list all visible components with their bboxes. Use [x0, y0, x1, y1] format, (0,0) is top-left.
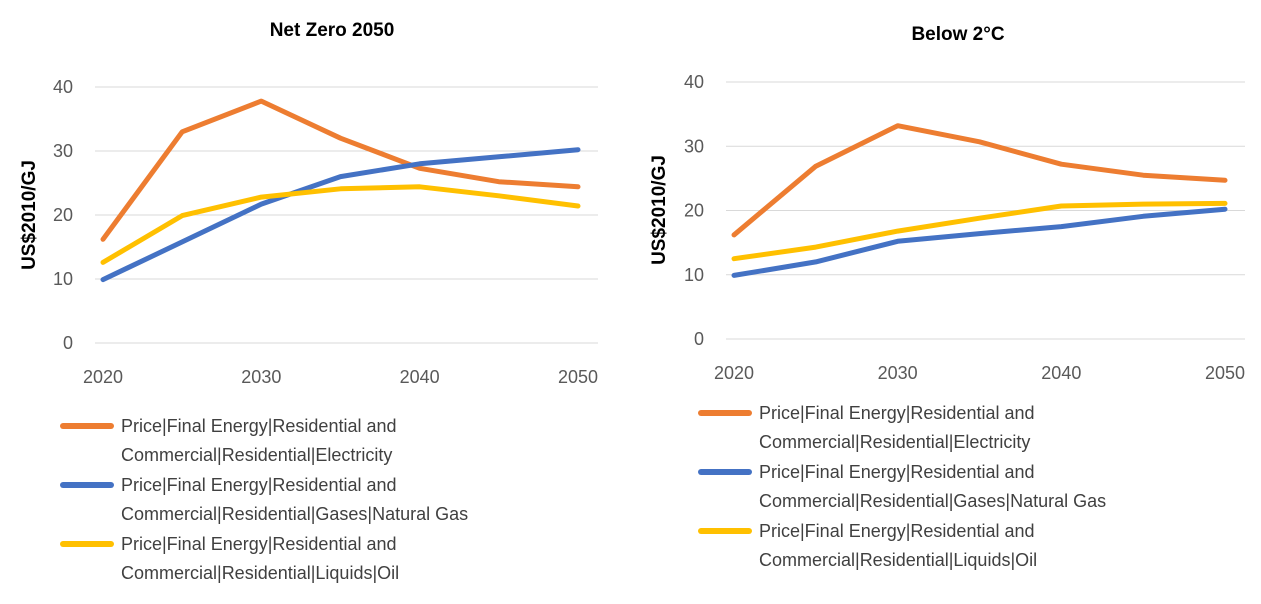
legend-label: Price|Final Energy|Residential and: [121, 475, 397, 495]
legend-swatch: [698, 410, 752, 416]
y-tick-label: 30: [684, 136, 704, 156]
series-line-2: [731, 200, 1228, 262]
legend-label: Commercial|Residential|Liquids|Oil: [121, 563, 400, 583]
legend-swatch: [60, 541, 114, 547]
legend-label: Commercial|Residential|Gases|Natural Gas: [759, 491, 1107, 511]
legend-label: Commercial|Residential|Gases|Natural Gas: [121, 504, 469, 524]
legend-label: Commercial|Residential|Liquids|Oil: [759, 550, 1038, 570]
legend-swatch: [698, 469, 752, 475]
legend-label: Commercial|Residential|Electricity: [759, 432, 1031, 452]
legend-swatch: [698, 528, 752, 534]
legend-label: Price|Final Energy|Residential and: [759, 403, 1035, 423]
x-tick-label: 2020: [714, 363, 754, 383]
series-line-2: [100, 184, 581, 265]
legend-label: Price|Final Energy|Residential and: [759, 462, 1035, 482]
chart-net-zero-2050: Net Zero 2050 0 10 20 30 40 2020 2030 2040 2050 US…: [0, 0, 630, 604]
chart-title: Net Zero 2050: [270, 20, 395, 41]
x-tick-label: 2050: [558, 367, 598, 387]
y-tick-label: 10: [53, 269, 73, 289]
y-tick-label: 40: [684, 72, 704, 92]
x-tick-label: 2050: [1205, 363, 1245, 383]
legend-swatch: [60, 482, 114, 488]
y-tick-label: 0: [694, 329, 704, 349]
y-tick-label: 0: [63, 333, 73, 353]
chart-below-2c: Below 2°C 0 10 20 30 40 2020 2030 2040 2050 US$201…: [630, 0, 1261, 604]
x-tick-label: 2040: [400, 367, 440, 387]
legend-label: Price|Final Energy|Residential and: [759, 521, 1035, 541]
x-tick-label: 2030: [878, 363, 918, 383]
y-axis-label: US$2010/GJ: [649, 155, 670, 265]
x-tick-label: 2020: [83, 367, 123, 387]
legend-label: Commercial|Residential|Electricity: [121, 445, 393, 465]
y-tick-label: 20: [53, 205, 73, 225]
chart-title: Below 2°C: [911, 24, 1004, 45]
legend-label: Price|Final Energy|Residential and: [121, 534, 397, 554]
y-tick-label: 20: [684, 201, 704, 221]
legend-label: Price|Final Energy|Residential and: [121, 416, 397, 436]
legend-swatch: [60, 423, 114, 429]
y-axis-label: US$2010/GJ: [19, 160, 40, 270]
y-tick-label: 30: [53, 141, 73, 161]
x-tick-label: 2030: [241, 367, 281, 387]
y-tick-label: 40: [53, 77, 73, 97]
y-tick-label: 10: [684, 265, 704, 285]
x-tick-label: 2040: [1041, 363, 1081, 383]
